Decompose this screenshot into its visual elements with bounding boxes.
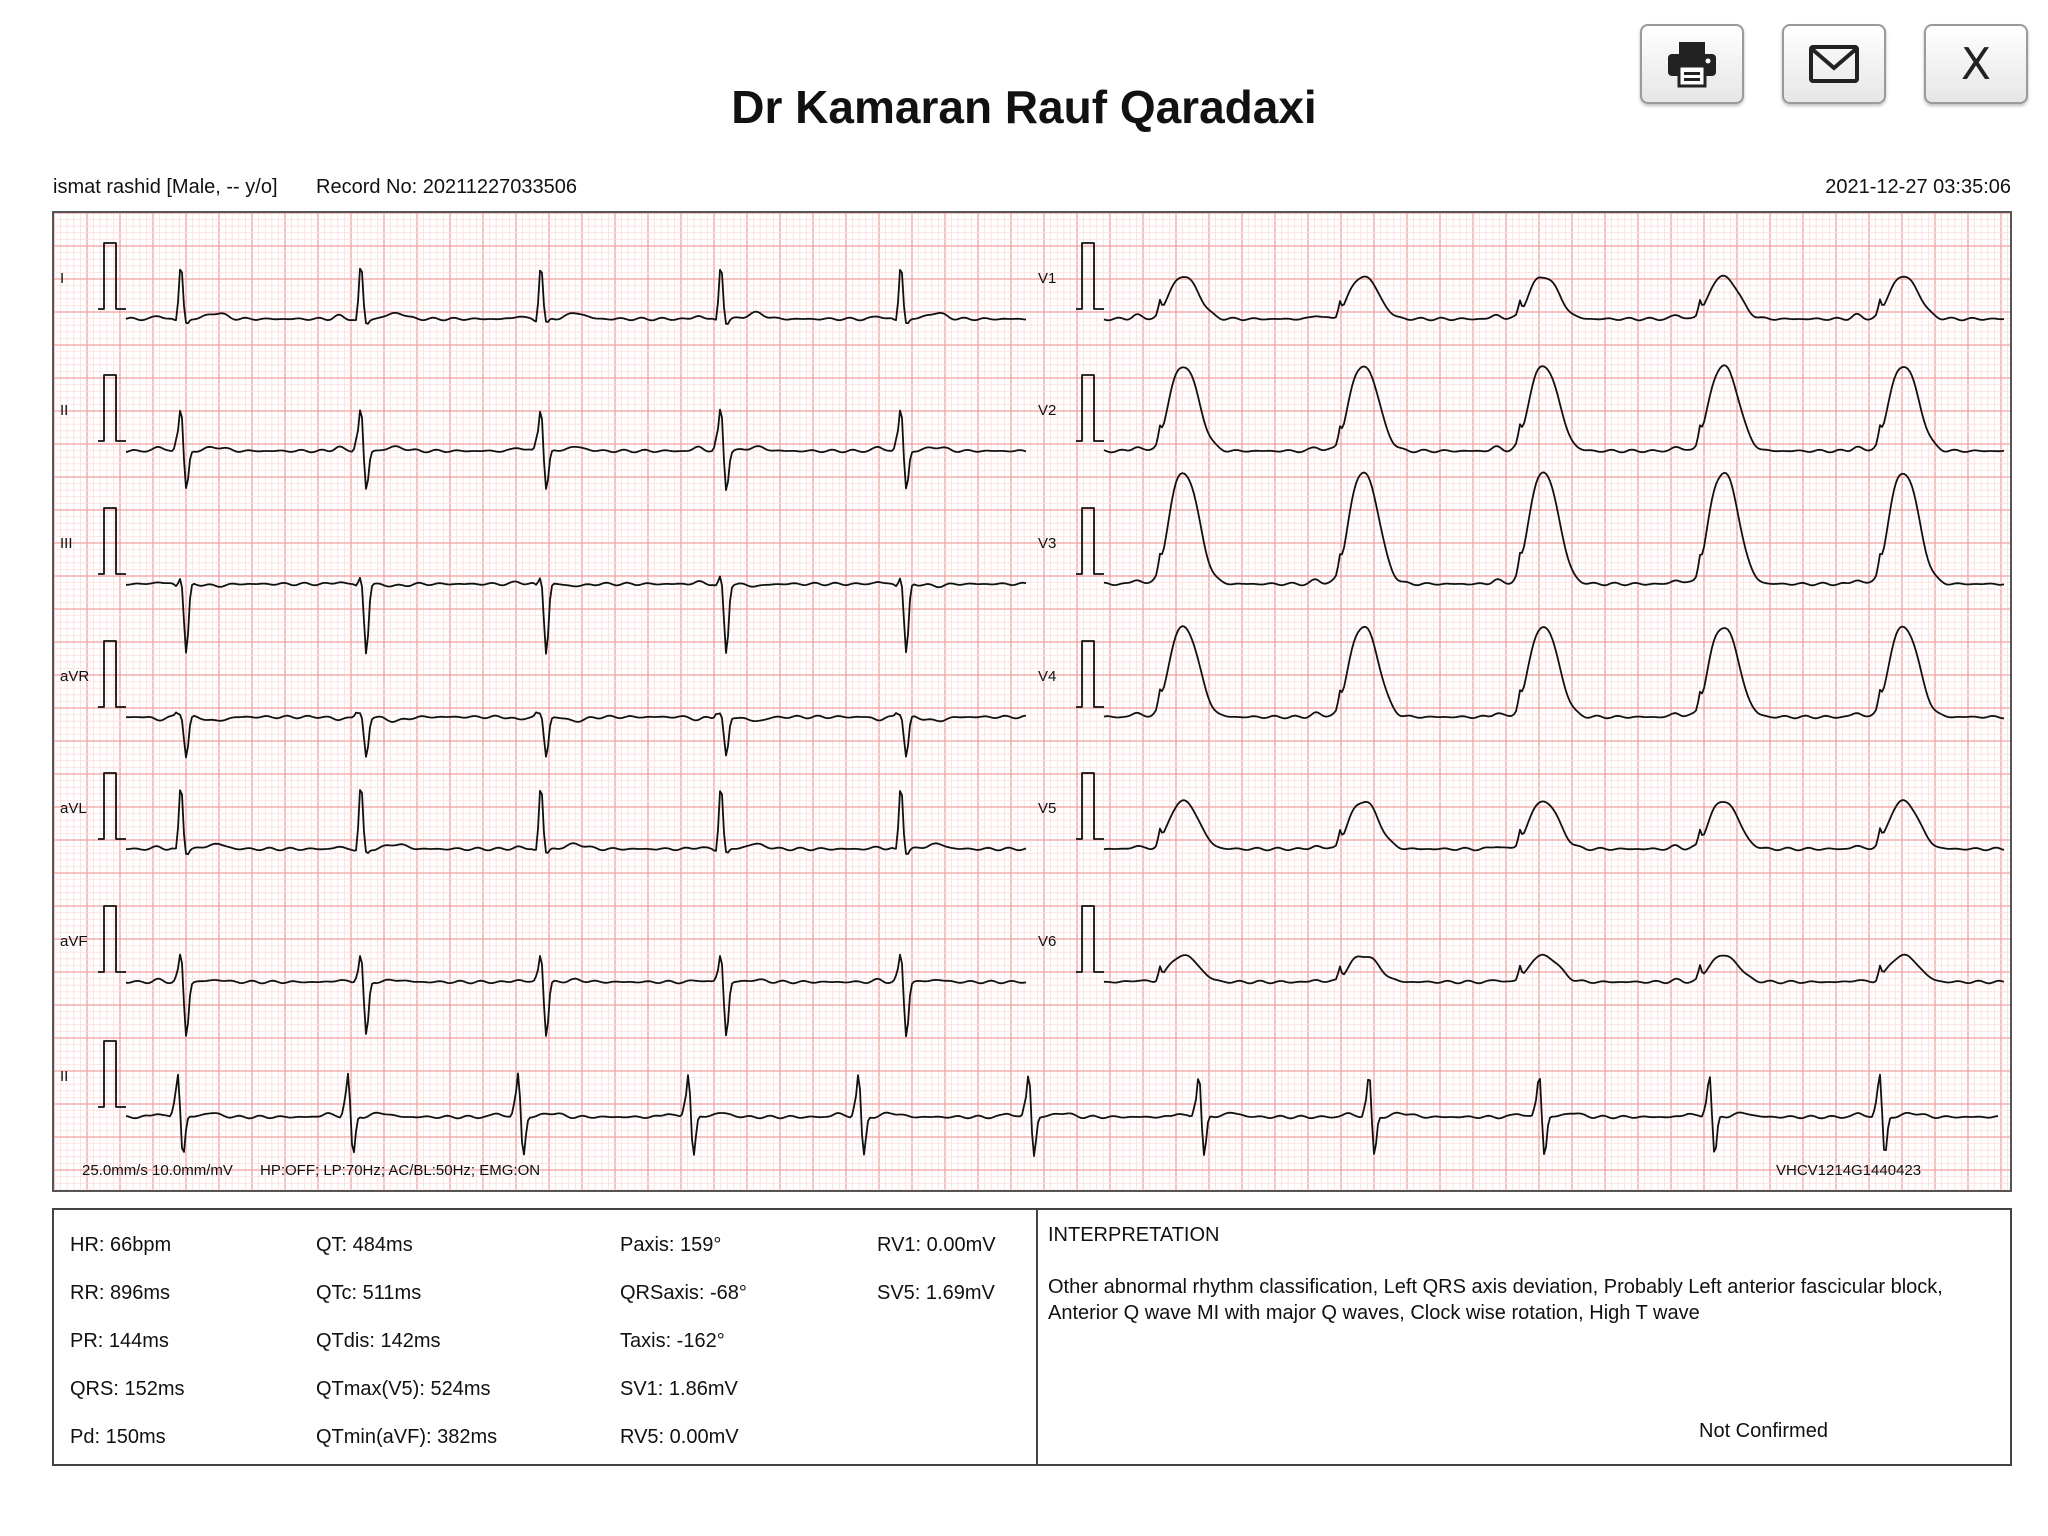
lead-label-v4: V4 (1038, 668, 1056, 685)
close-button[interactable]: X (1924, 24, 2028, 104)
calibration-pulse (98, 1040, 126, 1108)
ecg-trace (125, 789, 1027, 856)
lead-label-v2: V2 (1038, 402, 1056, 419)
interpretation-text: Other abnormal rhythm classification, Le… (1048, 1276, 1943, 1324)
measure-pr: PR: 144ms (70, 1330, 169, 1352)
page-title: Dr Kamaran Rauf Qaradaxi (731, 81, 1317, 133)
measure-qtmax: QTmax(V5): 524ms (316, 1378, 491, 1400)
ecg-filter-settings: HP:OFF; LP:70Hz; AC/BL:50Hz; EMG:ON (260, 1162, 540, 1179)
calibration-pulse (1076, 772, 1104, 840)
lead-label-v1: V1 (1038, 270, 1056, 287)
calibration-pulse (1076, 905, 1104, 973)
measurements-panel: HR: 66bpm RR: 896ms PR: 144ms QRS: 152ms… (52, 1208, 2012, 1466)
lead-label-i: I (60, 270, 64, 287)
ecg-trace (1103, 471, 2005, 587)
measure-pd: Pd: 150ms (70, 1426, 166, 1448)
calibration-pulse (1076, 640, 1104, 708)
ecg-trace (1103, 364, 2005, 454)
ecg-chart: I II III aVR aVL aVF V1 V2 V3 V4 V5 V6 II 25.0mm/s 10… (52, 211, 2012, 1192)
ecg-trace (1103, 799, 2005, 852)
ecg-trace (1103, 274, 2005, 322)
ecg-trace (125, 711, 1027, 759)
record-datetime: 2021-12-27 03:35:06 (1825, 176, 2011, 198)
measure-paxis: Paxis: 159° (620, 1234, 722, 1256)
measure-qtmin: QTmin(aVF): 382ms (316, 1426, 498, 1448)
calibration-pulse (1076, 507, 1104, 575)
lead-label-rhythm: II (60, 1068, 68, 1085)
measure-qt: QT: 484ms (316, 1234, 413, 1256)
calibration-pulse (98, 242, 126, 310)
measure-sv5: SV5: 1.69mV (877, 1282, 995, 1304)
confirmation-status: Not Confirmed (1699, 1420, 1828, 1442)
email-button[interactable] (1782, 24, 1886, 104)
print-button[interactable] (1640, 24, 1744, 104)
measure-rv5: RV5: 0.00mV (620, 1426, 739, 1448)
device-id: VHCV1214G1440423 (1776, 1162, 1921, 1179)
envelope-icon (1809, 45, 1859, 83)
ecg-trace (125, 408, 1027, 491)
measure-qtc: QTc: 511ms (316, 1282, 422, 1304)
measure-qtdis: QTdis: 142ms (316, 1330, 441, 1352)
lead-label-v6: V6 (1038, 933, 1056, 950)
calibration-pulse (98, 640, 126, 708)
measure-rv1: RV1: 0.00mV (877, 1234, 996, 1256)
ecg-trace (125, 267, 1027, 325)
lead-label-ii: II (60, 402, 68, 419)
measure-qrsaxis: QRSaxis: -68° (620, 1282, 747, 1304)
measure-rr: RR: 896ms (70, 1282, 171, 1304)
calibration-pulse (98, 772, 126, 840)
ecg-grid (54, 213, 2010, 1190)
lead-label-iii: III (60, 535, 73, 552)
lead-label-avr: aVR (60, 668, 89, 685)
printer-icon (1668, 42, 1716, 88)
measure-sv1: SV1: 1.86mV (620, 1378, 738, 1400)
panel-divider (1036, 1210, 1038, 1464)
ecg-trace (1103, 625, 2005, 720)
lead-label-avf: aVF (60, 933, 88, 950)
measure-qrs: QRS: 152ms (70, 1378, 185, 1400)
lead-label-v5: V5 (1038, 800, 1056, 817)
patient-info: ismat rashid [Male, -- y/o] (53, 176, 278, 198)
ecg-trace (1104, 953, 2005, 985)
ecg-speed-gain: 25.0mm/s 10.0mm/mV (82, 1162, 233, 1179)
calibration-pulse (1076, 242, 1104, 310)
interpretation-heading: INTERPRETATION (1048, 1224, 1220, 1246)
calibration-pulse (98, 905, 126, 973)
ecg-trace (126, 575, 1027, 655)
calibration-pulse (1076, 374, 1104, 442)
calibration-pulse (98, 374, 126, 442)
close-label: X (1960, 38, 1992, 90)
record-number: Record No: 20211227033506 (316, 176, 577, 198)
lead-label-v3: V3 (1038, 535, 1056, 552)
measure-hr: HR: 66bpm (70, 1234, 172, 1256)
lead-label-avl: aVL (60, 800, 87, 817)
calibration-pulse (98, 507, 126, 575)
ecg-trace (125, 1072, 1999, 1157)
ecg-trace (126, 953, 1027, 1038)
measure-taxis: Taxis: -162° (620, 1330, 725, 1352)
